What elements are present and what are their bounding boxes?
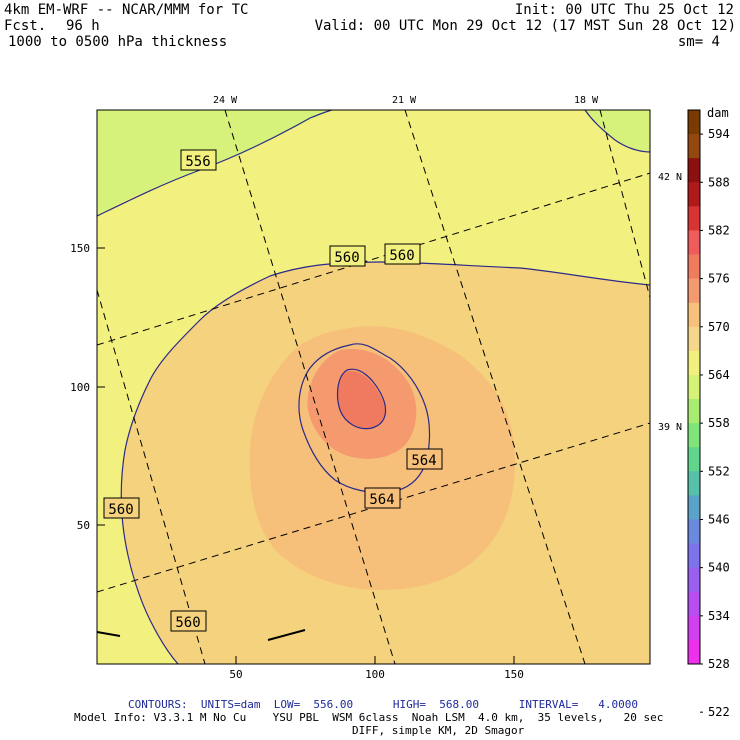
model-title: 4km EM-WRF -- NCAR/MMM for TC	[4, 2, 249, 18]
contour-label-box: 560	[329, 245, 366, 267]
contour-label: 560	[175, 615, 200, 631]
lat-label-42n: 42 N	[658, 172, 682, 183]
x-tick-label: 150	[504, 668, 524, 681]
filled-contours	[97, 110, 650, 664]
parallel-42n	[97, 172, 650, 346]
colorbar-swatch	[688, 278, 700, 304]
contour-label-box: 560	[170, 610, 207, 632]
lon-label-24w: 24 W	[213, 95, 238, 106]
color-bar: dam 594 588 582 576 570 564 558 552 546 540 534 528…	[687, 106, 730, 719]
x-tick-label: 100	[365, 668, 385, 681]
colorbar-level-label: 522	[708, 705, 730, 719]
model-info-line2: DIFF, simple KM, 2D Smagor	[352, 724, 525, 737]
meridian-27w	[97, 289, 206, 664]
colorbar-level-label: 564	[708, 368, 730, 382]
axis-ticks	[97, 247, 515, 664]
colorbar-swatch	[688, 567, 700, 593]
colorbar-level-label: 558	[708, 416, 730, 430]
contour-568-line	[336, 368, 387, 430]
forecast-hour: 96 h	[66, 18, 100, 34]
colorbar-swatch	[688, 519, 700, 545]
colorbar-swatch	[688, 399, 700, 424]
lon-label-18w: 18 W	[574, 95, 599, 106]
smoothing-label: sm= 4	[677, 34, 720, 50]
contour-label-box: 556	[180, 149, 217, 171]
lon-label-21w: 21 W	[392, 95, 417, 106]
meridian-21w	[404, 110, 586, 664]
colorbar-swatch	[688, 495, 700, 520]
colorbar-swatch	[688, 206, 700, 231]
colorbar-unit: dam	[707, 106, 729, 120]
colorbar-swatch	[688, 615, 700, 641]
colorbar-level-label: 528	[708, 657, 730, 671]
colorbar-swatch	[688, 447, 700, 472]
colorbar-level-label: 552	[708, 464, 730, 478]
colorbar-swatch	[688, 374, 700, 400]
colorbar-frame	[687, 109, 701, 665]
contour-label: 560	[389, 248, 414, 264]
coast-left	[96, 631, 121, 637]
contour-labels: 556 560 560 564 564 560 560	[103, 149, 443, 632]
colorbar-level-label: 594	[708, 127, 730, 141]
contour-label: 560	[334, 250, 359, 266]
colorbar-level-label: 588	[708, 175, 730, 189]
contour-label-box: 560	[384, 243, 421, 265]
colorbar-swatch	[688, 350, 700, 376]
colorbar-level-label: 540	[708, 561, 730, 575]
colorbar-swatch	[688, 326, 700, 352]
contour-lines	[97, 110, 650, 664]
colorbar-swatch	[688, 158, 700, 183]
fill-552-558	[97, 110, 650, 664]
colorbar-level-label: 534	[708, 609, 730, 623]
init-time: Init: 00 UTC Thu 25 Oct 12	[514, 2, 734, 18]
fill-568	[337, 371, 386, 429]
colorbar-swatch	[688, 182, 700, 207]
colorbar-swatch	[688, 591, 700, 617]
colorbar-level-label: 546	[708, 512, 730, 526]
colorbar-swatch	[688, 302, 700, 328]
contour-556-line	[97, 110, 650, 217]
contour-info: CONTOURS: UNITS=dam LOW= 556.00 HIGH= 56…	[128, 698, 638, 711]
contour-label: 564	[369, 492, 394, 508]
colorbar-swatch	[688, 134, 700, 159]
model-info-line1: Model Info: V3.3.1 M No Cu YSU PBL WSM 6…	[74, 711, 664, 724]
colorbar-level-label: 576	[708, 272, 730, 286]
y-tick-label: 150	[70, 242, 90, 255]
colorbar-swatch	[688, 543, 700, 569]
meridian-18w	[599, 110, 650, 300]
colorbar-level-label: 570	[708, 320, 730, 334]
contour-label-box: 560	[103, 497, 140, 519]
forecast-label: Fcst.	[4, 18, 47, 34]
contour-560-line	[120, 261, 650, 664]
valid-time: Valid: 00 UTC Mon 29 Oct 12 (17 MST Sun …	[314, 18, 736, 34]
coastlines	[96, 629, 306, 641]
y-tick-label: 100	[70, 381, 90, 394]
colorbar-swatch	[688, 254, 700, 280]
colorbar-swatch	[688, 639, 700, 665]
field-title: 1000 to 0500 hPa thickness	[8, 34, 228, 50]
contour-label-box: 564	[406, 448, 443, 470]
colorbar-swatch	[688, 423, 700, 448]
colorbar-swatch	[688, 471, 700, 496]
y-tick-label: 50	[77, 519, 90, 532]
contour-label: 564	[411, 453, 436, 469]
colorbar-level-label: 582	[708, 223, 730, 237]
colorbar-swatch	[688, 230, 700, 256]
colorbar-swatch	[688, 110, 700, 135]
colorbar-swatches	[687, 109, 703, 713]
contour-label: 560	[108, 502, 133, 518]
x-tick-label: 50	[229, 668, 242, 681]
fill-546-552-right	[585, 110, 650, 152]
meridian-24w	[224, 110, 396, 664]
lat-label-39n: 39 N	[658, 422, 682, 433]
colorbar-labels: 594 588 582 576 570 564 558 552 546 540 534 528 522	[708, 127, 730, 719]
contour-label: 556	[185, 154, 210, 170]
axis-labels: 50 100 150 50 100 150 24 W 21 W 18 W 42 …	[70, 95, 682, 681]
contour-label-box: 564	[364, 487, 401, 509]
coast-mid	[267, 629, 306, 641]
